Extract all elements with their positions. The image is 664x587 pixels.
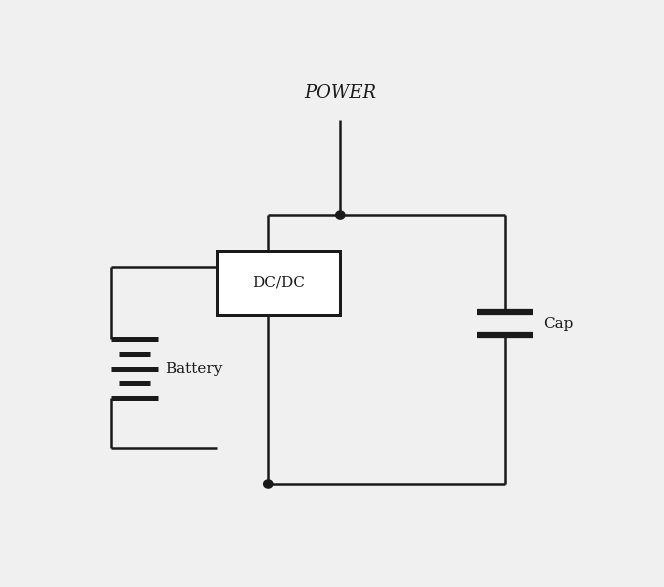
Circle shape: [336, 211, 345, 219]
Text: Battery: Battery: [165, 362, 222, 376]
Text: DC/DC: DC/DC: [252, 276, 305, 290]
FancyBboxPatch shape: [217, 251, 341, 315]
Text: Cap: Cap: [544, 316, 574, 330]
Circle shape: [264, 480, 273, 488]
Text: POWER: POWER: [304, 84, 376, 102]
